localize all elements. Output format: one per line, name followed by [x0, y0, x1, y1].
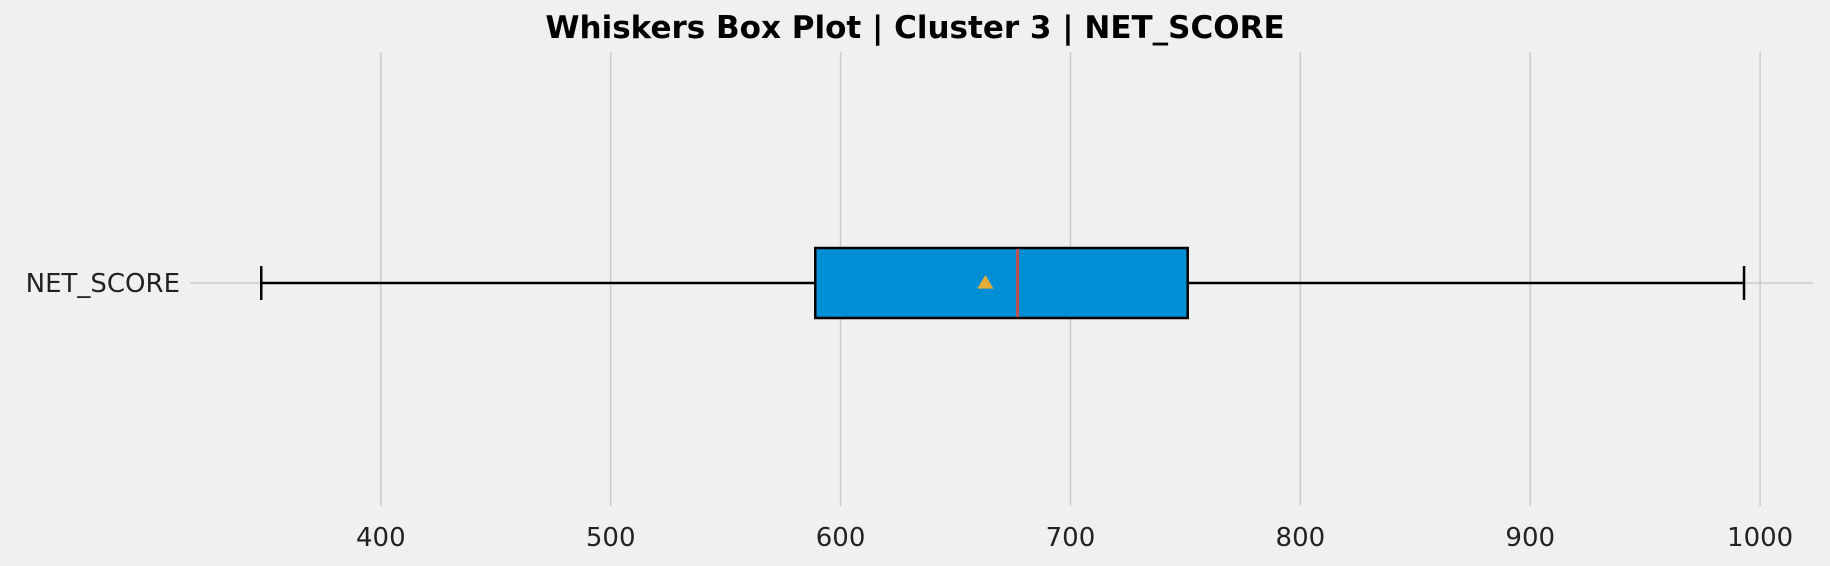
x-tick-label: 400	[356, 523, 406, 553]
interquartile-box	[814, 246, 1189, 320]
x-tick-label: 800	[1276, 523, 1326, 553]
chart-title: Whiskers Box Plot | Cluster 3 | NET_SCOR…	[545, 10, 1284, 46]
box-plot-group	[260, 246, 1746, 320]
y-axis-ticks: NET_SCORE	[26, 269, 180, 299]
x-tick-label: 500	[586, 523, 636, 553]
x-tick-label: 600	[816, 523, 866, 553]
x-axis-ticks: 400 500 600 700 800 900 1000	[356, 523, 1793, 553]
x-tick-label: 1000	[1727, 523, 1793, 553]
mean-marker	[977, 275, 994, 289]
x-tick-label: 900	[1505, 523, 1555, 553]
x-tick-label: 700	[1046, 523, 1096, 553]
y-tick-label: NET_SCORE	[26, 269, 180, 299]
